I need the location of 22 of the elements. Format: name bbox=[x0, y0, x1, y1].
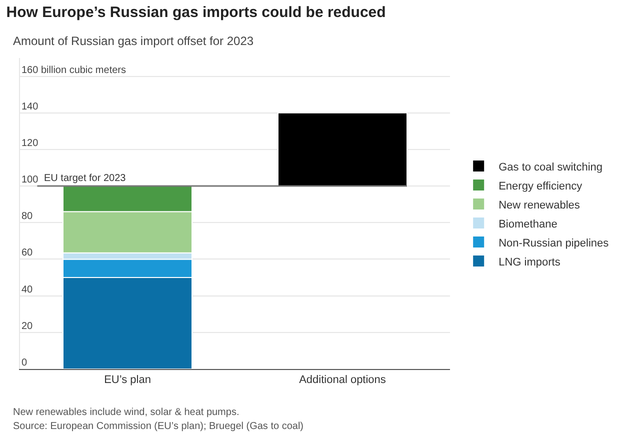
y-tick-label: 140 bbox=[22, 101, 39, 112]
legend-label: LNG imports bbox=[498, 256, 561, 268]
chart-title: How Europe’s Russian gas imports could be reduced bbox=[6, 4, 386, 22]
legend-label: Gas to coal switching bbox=[498, 161, 603, 174]
x-tick-label: Additional options bbox=[299, 374, 386, 386]
legend-label: Biomethane bbox=[498, 218, 558, 230]
legend-label: Energy efficiency bbox=[498, 180, 583, 192]
x-tick-label: EU’s plan bbox=[104, 374, 151, 386]
y-tick-label: 100 bbox=[22, 174, 39, 186]
ref-line-label: EU target for 2023 bbox=[44, 173, 126, 184]
y-tick-label: 120 bbox=[22, 138, 39, 149]
y-tick-label: 0 bbox=[22, 358, 28, 368]
legend-label: Non-Russian pipelines bbox=[498, 237, 610, 250]
y-tick-label: 60 bbox=[22, 248, 34, 259]
y-tick-label: 80 bbox=[22, 211, 34, 222]
legend-label: New renewables bbox=[498, 199, 580, 212]
source-note: Source: European Commission (EU’s plan); Bruegel (Gas to coal) bbox=[13, 421, 304, 432]
text: New renewables include wind, solar & heat pumps. bbox=[13, 407, 240, 418]
chart-subtitle: Amount of Russian gas import offset for 2023 bbox=[13, 34, 254, 48]
y-tick-label: 20 bbox=[22, 320, 34, 332]
y-tick-label: 160 billion cubic meters bbox=[22, 64, 126, 76]
y-tick-label: 40 bbox=[22, 284, 34, 296]
